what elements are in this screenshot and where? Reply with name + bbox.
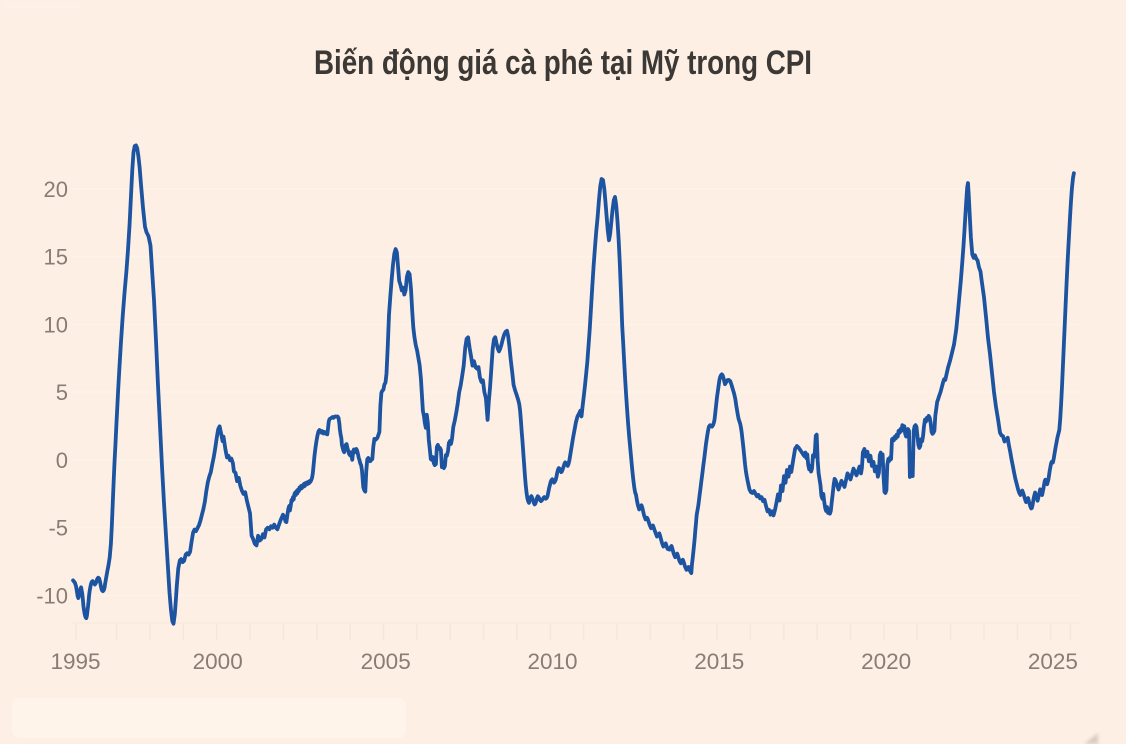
svg-text:2005: 2005 <box>361 649 411 674</box>
svg-text:2000: 2000 <box>193 649 243 674</box>
svg-text:-5: -5 <box>48 516 68 541</box>
svg-text:Biến động giá cà phê tại Mỹ tr: Biến động giá cà phê tại Mỹ trong CPI <box>314 44 812 82</box>
svg-text:1995: 1995 <box>50 649 100 674</box>
svg-text:0: 0 <box>56 448 68 473</box>
svg-text:20: 20 <box>44 177 68 202</box>
svg-text:2010: 2010 <box>527 649 577 674</box>
svg-text:-10: -10 <box>36 583 68 608</box>
svg-text:2020: 2020 <box>861 649 911 674</box>
svg-text:5: 5 <box>56 380 68 405</box>
svg-text:10: 10 <box>44 312 68 337</box>
svg-text:15: 15 <box>44 245 68 270</box>
svg-text:2015: 2015 <box>694 649 744 674</box>
svg-text:2025: 2025 <box>1028 649 1078 674</box>
